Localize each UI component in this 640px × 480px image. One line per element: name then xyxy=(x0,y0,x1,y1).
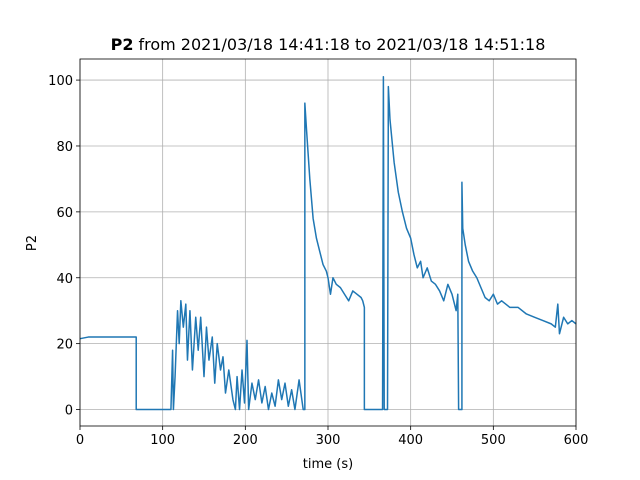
y-axis-label: P2 xyxy=(25,235,40,251)
chart-title: P2 from 2021/03/18 14:41:18 to 2021/03/18… xyxy=(111,35,546,54)
x-axis-label: time (s) xyxy=(303,457,353,472)
y-tick-label: 20 xyxy=(56,338,73,353)
y-tick-label: 80 xyxy=(56,140,73,155)
x-tick-label: 400 xyxy=(398,433,423,448)
title-variable: P2 xyxy=(111,35,134,54)
y-tick-label: 40 xyxy=(56,272,73,287)
x-tick-label: 500 xyxy=(481,433,506,448)
x-tick-label: 100 xyxy=(150,433,175,448)
title-text: from 2021/03/18 14:41:18 to 2021/03/18 1… xyxy=(138,35,545,54)
x-tick-label: 200 xyxy=(233,433,258,448)
data-line xyxy=(79,76,577,411)
y-tick-label: 100 xyxy=(48,74,73,89)
y-tick-label: 0 xyxy=(65,404,73,419)
y-tick-label: 60 xyxy=(56,206,73,221)
x-tick-label: 600 xyxy=(564,433,589,448)
x-tick-label: 300 xyxy=(316,433,341,448)
x-tick-label: 0 xyxy=(76,433,84,448)
plot-area: 0 100 200 300 400 500 600 0 20 40 60 80 100 xyxy=(48,58,589,448)
axes-frame xyxy=(79,58,577,427)
